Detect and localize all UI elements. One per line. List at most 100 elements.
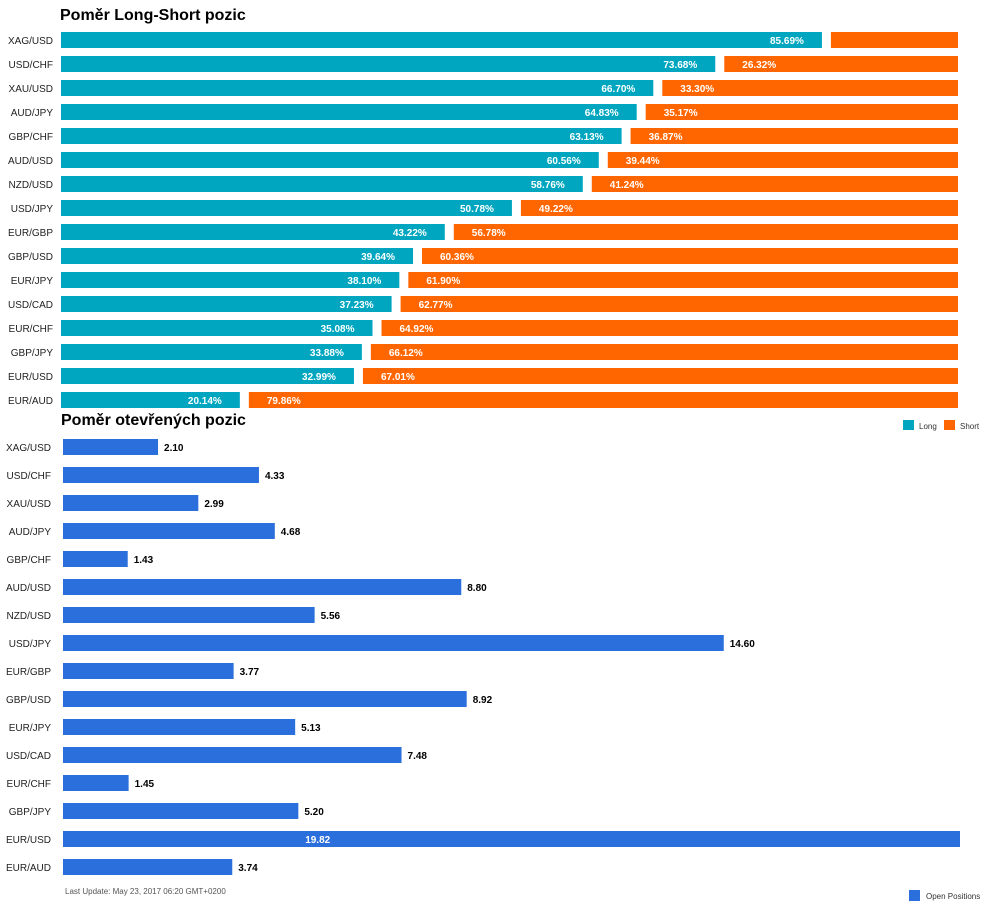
long-bar [61, 344, 362, 360]
short-bar [362, 368, 959, 384]
open-positions-bar [63, 495, 199, 511]
long-value-label: 33.88% [310, 348, 344, 359]
long-bar [61, 320, 373, 336]
open-positions-value-label: 1.45 [135, 779, 155, 790]
category-label: XAU/USD [9, 84, 53, 95]
legend-open-positions-swatch [909, 890, 920, 901]
long-bar [61, 32, 822, 48]
category-label: EUR/GBP [8, 228, 53, 239]
open-positions-value-label: 5.20 [304, 807, 324, 818]
category-label: GBP/CHF [7, 555, 51, 566]
short-bar [520, 200, 958, 216]
category-label: EUR/CHF [9, 324, 53, 335]
short-value-label: 61.90% [426, 276, 460, 287]
legend-long-label: Long [919, 422, 937, 431]
long-value-label: 85.69% [770, 36, 804, 47]
long-bar [61, 128, 622, 144]
open-positions-value-label: 5.13 [301, 723, 321, 734]
long-value-label: 64.83% [585, 108, 619, 119]
long-bar [61, 56, 716, 72]
long-value-label: 50.78% [460, 204, 494, 215]
long-value-label: 43.22% [393, 228, 427, 239]
open-positions-value-label: 7.48 [408, 751, 428, 762]
open-positions-value-label: 3.77 [240, 667, 260, 678]
long-bar [61, 296, 392, 312]
open-positions-value-label: 19.82 [305, 835, 330, 846]
short-bar [645, 104, 958, 120]
open-positions-bar [63, 831, 960, 847]
category-label: AUD/JPY [9, 527, 52, 538]
short-bar [248, 392, 958, 408]
category-label: XAG/USD [6, 443, 51, 454]
category-label: USD/CAD [8, 300, 53, 311]
short-value-label: 36.87% [649, 132, 683, 143]
open-positions-value-label: 4.33 [265, 471, 285, 482]
category-label: EUR/AUD [8, 396, 53, 407]
short-value-label: 56.78% [472, 228, 506, 239]
long-value-label: 32.99% [302, 372, 336, 383]
category-label: USD/CHF [7, 471, 51, 482]
open-positions-bar [63, 635, 724, 651]
long-bar [61, 224, 445, 240]
category-label: GBP/JPY [9, 807, 52, 818]
long-bar [61, 104, 637, 120]
open-positions-bar [63, 439, 159, 455]
long-short-chart-title: Poměr Long-Short pozic [60, 7, 246, 24]
long-bar [61, 200, 512, 216]
open-positions-bar [63, 803, 299, 819]
open-positions-value-label: 1.43 [134, 555, 154, 566]
long-bar [61, 80, 654, 96]
open-positions-bar [63, 579, 462, 595]
category-label: EUR/USD [6, 835, 51, 846]
short-value-label: 66.12% [389, 348, 423, 359]
legend-short-swatch [944, 420, 955, 430]
long-bar [61, 248, 414, 264]
long-bar [61, 152, 599, 168]
category-label: AUD/USD [8, 156, 53, 167]
category-label: EUR/AUD [6, 863, 51, 874]
open-positions-bar [63, 691, 467, 707]
short-value-label: 60.36% [440, 252, 474, 263]
short-bar [400, 296, 958, 312]
category-label: XAG/USD [8, 36, 53, 47]
long-bar [61, 272, 400, 288]
category-label: AUD/USD [6, 583, 51, 594]
open-positions-bar [63, 859, 233, 875]
open-positions-value-label: 8.80 [467, 583, 487, 594]
long-value-label: 63.13% [570, 132, 604, 143]
short-value-label: 49.22% [539, 204, 573, 215]
open-positions-bar [63, 719, 296, 735]
category-label: GBP/USD [8, 252, 53, 263]
legend-open-positions-label: Open Positions [926, 892, 980, 901]
long-value-label: 60.56% [547, 156, 581, 167]
open-positions-value-label: 5.56 [321, 611, 341, 622]
open-positions-bar [63, 663, 234, 679]
long-bar [61, 368, 354, 384]
short-bar [381, 320, 959, 336]
short-value-label: 26.32% [742, 60, 776, 71]
category-label: EUR/CHF [7, 779, 51, 790]
open-positions-value-label: 3.74 [238, 863, 258, 874]
short-value-label: 62.77% [419, 300, 453, 311]
category-label: GBP/JPY [11, 348, 54, 359]
open-positions-bar [63, 607, 315, 623]
short-value-label: 64.92% [400, 324, 434, 335]
long-value-label: 37.23% [340, 300, 374, 311]
category-label: GBP/USD [6, 695, 51, 706]
short-value-label: 33.30% [680, 84, 714, 95]
short-bar [422, 248, 959, 264]
category-label: XAU/USD [7, 499, 51, 510]
short-value-label: 39.44% [626, 156, 660, 167]
short-value-label: 41.24% [610, 180, 644, 191]
open-positions-value-label: 4.68 [281, 527, 301, 538]
category-label: NZD/USD [7, 611, 51, 622]
category-label: USD/CAD [6, 751, 51, 762]
category-label: USD/CHF [9, 60, 53, 71]
category-label: EUR/JPY [9, 723, 52, 734]
open-positions-value-label: 2.99 [204, 499, 224, 510]
short-bar [408, 272, 958, 288]
long-value-label: 38.10% [347, 276, 381, 287]
short-value-label: 67.01% [381, 372, 415, 383]
long-value-label: 35.08% [321, 324, 355, 335]
category-label: USD/JPY [11, 204, 54, 215]
